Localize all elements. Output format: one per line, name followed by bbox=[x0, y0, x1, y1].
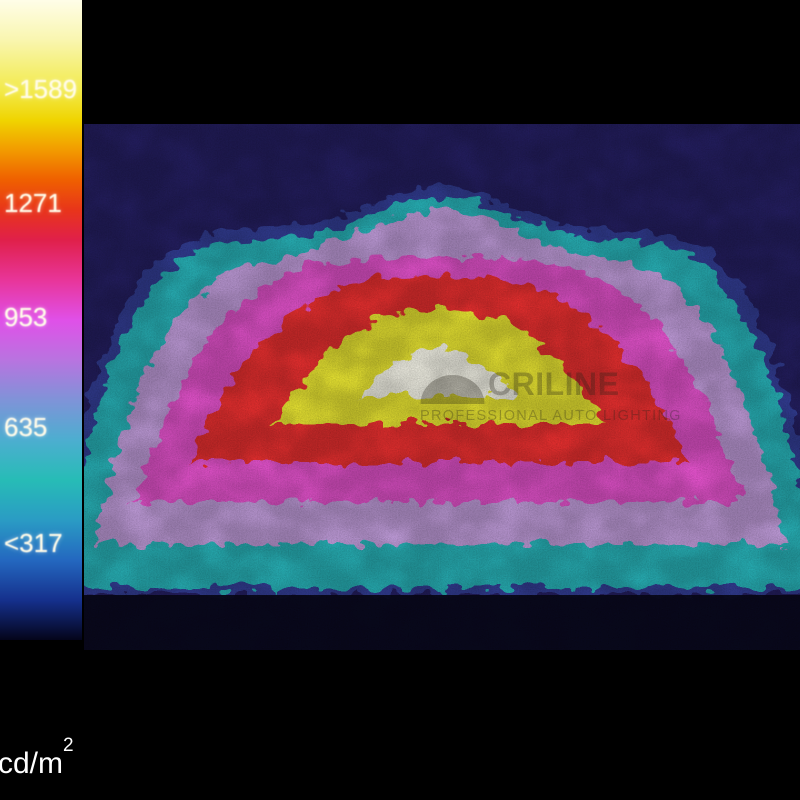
svg-text:PROFESSIONAL AUTO LIGHTING: PROFESSIONAL AUTO LIGHTING bbox=[420, 408, 682, 424]
svg-text:CRILINE: CRILINE bbox=[488, 366, 620, 402]
